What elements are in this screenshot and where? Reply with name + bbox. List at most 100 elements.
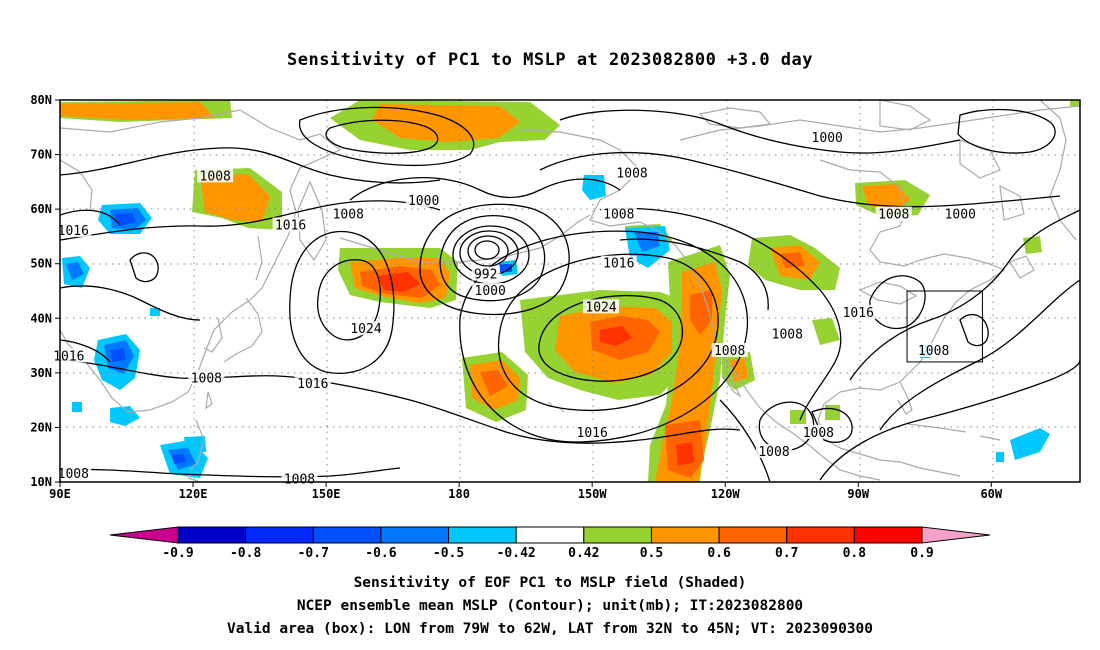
contour-label: 1000	[475, 284, 506, 299]
colorbar-segment	[515, 526, 585, 544]
contour-label: 1008	[603, 208, 634, 223]
contour-label: 1008	[878, 208, 909, 223]
lat-label: 60N	[30, 202, 52, 216]
lat-label: 80N	[30, 93, 52, 107]
contour-label: 1008	[616, 167, 647, 182]
contour-label-bg	[348, 321, 384, 336]
colorbar-segment	[650, 526, 720, 544]
colorbar-segment	[583, 526, 652, 544]
mslp-contours	[60, 106, 1080, 482]
lon-label: 60W	[980, 487, 1002, 501]
contour-label: 1016	[297, 377, 328, 392]
colorbar-label: -0.42	[497, 546, 536, 561]
colorbar-label: 0.9	[910, 546, 933, 561]
colorbar: -0.9 -0.8 -0.7 -0.6 -0.5 -0.42 0.42 0.5 0.6 0.7 0.…	[109, 526, 991, 561]
longitude-axis: 90E 120E 150E 180 150W 120W 90W 60W	[49, 482, 1003, 501]
map-title: Sensitivity of PC1 to MSLP at 2023082800…	[286, 50, 813, 70]
caption-contour: NCEP ensemble mean MSLP (Contour); unit(…	[296, 598, 804, 614]
colorbar-label: -0.8	[230, 546, 261, 561]
contour-label-bg	[294, 375, 331, 390]
contour-label-bg	[840, 304, 877, 319]
contour-label: 1008	[758, 445, 789, 460]
lon-label: 180	[448, 487, 470, 501]
contour-label: 1000	[945, 208, 976, 223]
colorbar-label: -0.7	[298, 546, 329, 561]
contour-label-bg	[55, 222, 92, 237]
lon-label: 150E	[312, 487, 341, 501]
colorbar-low-arrow	[109, 526, 179, 544]
colorbar-segment	[245, 526, 314, 544]
contour-label-bg	[809, 130, 846, 145]
colorbar-segment	[853, 526, 923, 544]
colorbar-segment	[786, 526, 855, 544]
colorbar-label: 0.5	[640, 546, 663, 561]
contour-label: 992	[474, 268, 497, 283]
colorbar-high-arrow	[921, 526, 991, 544]
caption-shading: Sensitivity of EOF PC1 to MSLP field (Sh…	[353, 575, 747, 591]
lat-label: 70N	[30, 148, 52, 162]
contour-label-bg	[915, 343, 952, 358]
contour-label: 1008	[918, 344, 949, 359]
contour-labels: 1008 1000 1008 1016 1016 1000 1008 1008 1008 1000…	[50, 130, 979, 487]
contour-label-bg	[405, 192, 442, 207]
contour-label-bg	[769, 326, 806, 341]
colorbar-label: -0.9	[162, 546, 193, 561]
lat-label: 10N	[30, 475, 52, 489]
contour-label: 1008	[333, 208, 364, 223]
contour-label-bg	[472, 283, 509, 297]
colorbar-segment	[312, 526, 382, 544]
lon-label: 120W	[711, 487, 741, 501]
colorbar-label: 0.8	[843, 546, 867, 561]
lon-label: 90W	[847, 487, 869, 501]
contour-label-bg	[711, 343, 748, 358]
colorbar-label: 0.6	[707, 546, 731, 561]
contour-label-bg	[942, 206, 979, 221]
contour-label-bg	[471, 266, 500, 281]
contour-label: 1008	[58, 467, 89, 482]
contour-label-bg	[800, 424, 837, 439]
colorbar-label: 0.7	[775, 546, 798, 561]
contour-label: 1000	[408, 194, 439, 209]
lon-label: 90E	[49, 487, 71, 501]
lon-label: 150W	[578, 487, 608, 501]
contour-label: 1008	[191, 371, 222, 386]
latitude-axis: 80N 70N 60N 50N 40N 30N 20N 10N	[30, 93, 60, 489]
contour-label: 1008	[803, 426, 834, 441]
graticule	[60, 100, 1080, 482]
contour-label-bg	[614, 165, 651, 180]
contour-label: 1008	[714, 344, 745, 359]
contour-label: 1016	[577, 426, 608, 441]
colorbar-segment	[380, 526, 450, 544]
colorbar-label: 0.42	[568, 546, 599, 561]
contour-label: 1000	[812, 131, 843, 146]
contour-label-bg	[756, 443, 792, 458]
contour-label-bg	[55, 465, 92, 480]
contour-label-bg	[574, 424, 611, 439]
lat-label: 50N	[30, 257, 52, 271]
contour-label: 1008	[772, 328, 803, 343]
contour-label-bg	[330, 206, 367, 221]
colorbar-label: -0.5	[433, 546, 464, 561]
contour-label: 1016	[275, 219, 306, 234]
plot-frame	[59, 99, 1081, 483]
contour-label-bg	[875, 206, 912, 221]
contour-label: 1016	[603, 257, 634, 272]
contour-label: 1016	[53, 349, 84, 364]
contour-label: 1008	[200, 169, 231, 184]
contour-label-bg	[600, 255, 637, 270]
contour-label-bg	[583, 299, 620, 314]
contour-label-bg	[188, 370, 225, 385]
colorbar-segment	[718, 526, 788, 544]
contour-label-bg	[272, 217, 309, 232]
colorbar-segment	[177, 526, 247, 544]
lat-label: 30N	[30, 366, 52, 380]
lat-label: 20N	[30, 420, 52, 434]
contour-label: 1016	[843, 306, 874, 321]
colorbar-label: -0.6	[365, 546, 396, 561]
lon-label: 120E	[179, 487, 208, 501]
colorbar-segment	[448, 526, 517, 544]
lat-label: 40N	[30, 311, 52, 325]
valid-area-box	[906, 290, 983, 363]
contour-label: 1024	[585, 300, 616, 315]
contour-label: 1008	[284, 472, 315, 487]
